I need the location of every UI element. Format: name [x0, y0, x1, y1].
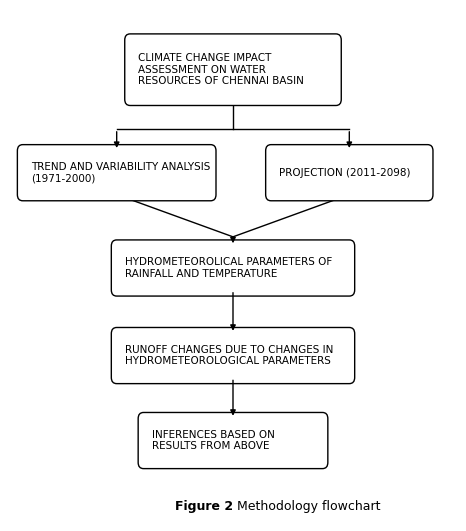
- Text: CLIMATE CHANGE IMPACT
ASSESSMENT ON WATER
RESOURCES OF CHENNAI BASIN: CLIMATE CHANGE IMPACT ASSESSMENT ON WATE…: [138, 53, 304, 87]
- FancyBboxPatch shape: [125, 34, 341, 106]
- Text: PROJECTION (2011-2098): PROJECTION (2011-2098): [279, 168, 411, 178]
- Text: HYDROMETEOROLICAL PARAMETERS OF
RAINFALL AND TEMPERATURE: HYDROMETEOROLICAL PARAMETERS OF RAINFALL…: [125, 257, 332, 279]
- Text: RUNOFF CHANGES DUE TO CHANGES IN
HYDROMETEOROLOGICAL PARAMETERS: RUNOFF CHANGES DUE TO CHANGES IN HYDROME…: [125, 345, 333, 366]
- FancyBboxPatch shape: [17, 144, 216, 201]
- FancyBboxPatch shape: [266, 144, 433, 201]
- FancyBboxPatch shape: [111, 240, 355, 296]
- Text: INFERENCES BASED ON
RESULTS FROM ABOVE: INFERENCES BASED ON RESULTS FROM ABOVE: [151, 430, 274, 451]
- Text: Methodology flowchart: Methodology flowchart: [233, 500, 381, 513]
- Text: Figure 2: Figure 2: [175, 500, 233, 513]
- FancyBboxPatch shape: [138, 413, 328, 469]
- Text: TREND AND VARIABILITY ANALYSIS
(1971-2000): TREND AND VARIABILITY ANALYSIS (1971-200…: [31, 162, 210, 184]
- FancyBboxPatch shape: [111, 328, 355, 383]
